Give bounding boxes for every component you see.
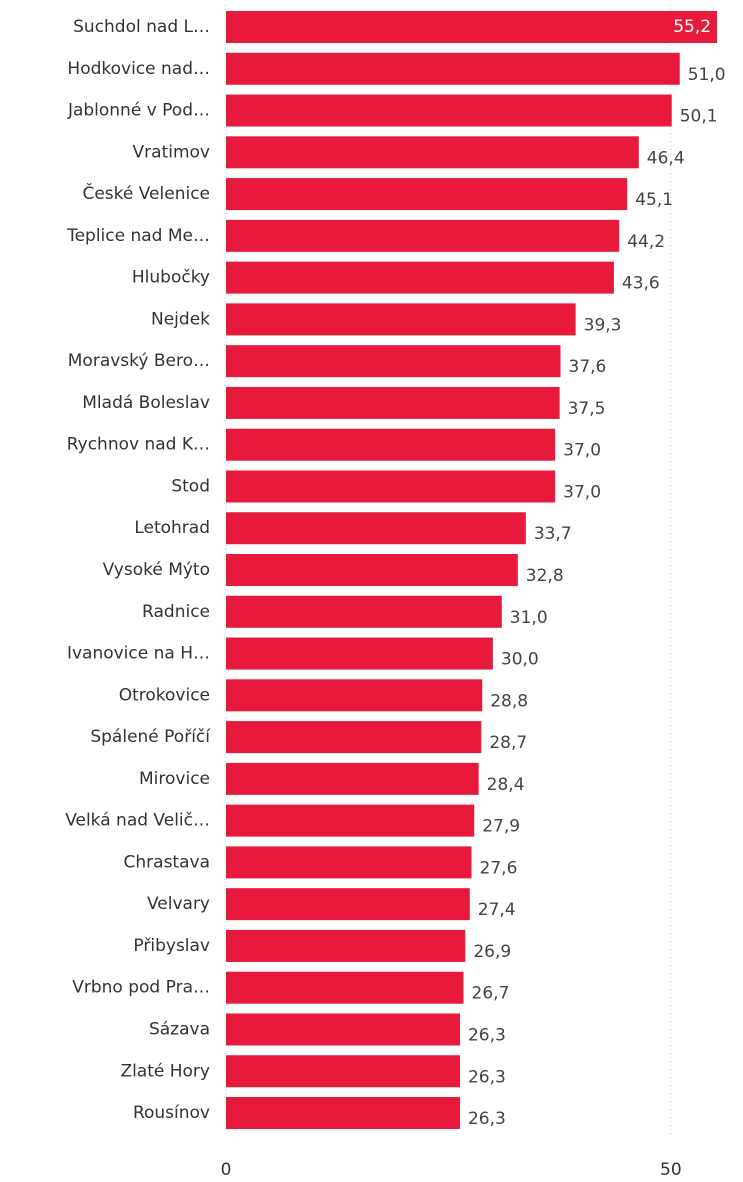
bar: [226, 1097, 460, 1130]
y-tick-label: Rychnov nad K…: [67, 435, 210, 455]
bar: [226, 721, 482, 754]
y-tick-label: Vrbno pod Pra…: [72, 978, 210, 998]
data-label: 27,4: [478, 900, 516, 920]
bar: [226, 261, 614, 294]
bar: [226, 219, 620, 252]
y-tick-label: Ivanovice na H…: [67, 644, 210, 664]
x-tick-label: 50: [660, 1160, 682, 1180]
data-label: 28,4: [487, 775, 525, 795]
data-label: 46,4: [647, 148, 685, 168]
bar: [226, 637, 493, 670]
bar: [226, 470, 556, 503]
y-tick-label: Otrokovice: [119, 685, 210, 705]
data-label: 37,5: [568, 399, 606, 419]
y-tick-label: Rousínov: [133, 1103, 210, 1123]
y-tick-label: Velvary: [147, 894, 210, 914]
bar: [226, 136, 639, 169]
y-tick-label: České Velenice: [82, 182, 210, 204]
data-label: 39,3: [584, 315, 622, 335]
data-label: 33,7: [534, 524, 572, 544]
bar: [226, 804, 475, 837]
data-label: 27,6: [480, 858, 518, 878]
bar: [226, 1055, 460, 1088]
bar: [226, 679, 483, 712]
bar: [226, 11, 718, 43]
data-label: 55,2: [673, 17, 711, 37]
data-label: 51,0: [688, 65, 726, 85]
bar: [226, 178, 628, 211]
y-tick-label: Přibyslav: [133, 936, 210, 956]
bar: [226, 303, 576, 336]
data-label: 45,1: [635, 190, 673, 210]
y-tick-label: Vysoké Mýto: [103, 560, 210, 580]
data-label: 26,7: [472, 984, 510, 1004]
data-label: 26,3: [468, 1067, 506, 1087]
bar: [226, 846, 472, 879]
bar: [226, 888, 470, 921]
x-tick-label: 0: [221, 1160, 232, 1180]
bar: [226, 512, 526, 545]
data-label: 37,0: [563, 441, 601, 461]
bar: [226, 386, 560, 419]
y-tick-label: Spálené Poříčí: [90, 727, 211, 747]
bar: [226, 428, 556, 461]
bar: [226, 971, 464, 1004]
data-label: 28,7: [489, 733, 527, 753]
bar: [226, 554, 518, 587]
bar: [226, 94, 672, 127]
data-label: 32,8: [526, 566, 564, 586]
y-tick-label: Radnice: [142, 602, 210, 622]
bar: [226, 929, 466, 962]
y-tick-label: Suchdol nad L…: [73, 17, 210, 37]
bar: [226, 345, 561, 378]
y-tick-label: Chrastava: [124, 852, 210, 872]
data-label: 28,8: [490, 691, 528, 711]
y-tick-label: Nejdek: [151, 309, 210, 329]
y-tick-label: Hlubočky: [132, 268, 210, 288]
data-label: 31,0: [510, 608, 548, 628]
y-tick-label: Mirovice: [139, 769, 210, 789]
bar: [226, 52, 680, 85]
data-label: 43,6: [622, 274, 660, 294]
y-tick-label: Jablonné v Pod…: [67, 101, 210, 121]
data-label: 44,2: [627, 232, 665, 252]
data-label: 37,0: [563, 482, 601, 502]
data-label: 30,0: [501, 650, 539, 670]
y-tick-label: Vratimov: [133, 142, 210, 162]
y-tick-label: Teplice nad Me…: [66, 226, 210, 246]
data-label: 37,6: [569, 357, 607, 377]
data-label: 26,3: [468, 1025, 506, 1045]
data-label: 26,3: [468, 1109, 506, 1129]
data-label: 50,1: [680, 107, 718, 127]
data-label: 27,9: [482, 817, 520, 837]
y-tick-label: Moravský Bero…: [68, 351, 210, 371]
bar: [226, 762, 479, 795]
y-tick-label: Stod: [171, 476, 210, 496]
y-tick-label: Velká nad Velič…: [65, 811, 210, 831]
y-tick-label: Zlaté Hory: [120, 1061, 210, 1081]
data-label: 26,9: [473, 942, 511, 962]
y-tick-label: Mladá Boleslav: [82, 393, 210, 413]
bar: [226, 595, 502, 628]
bar: [226, 1013, 460, 1046]
y-tick-label: Sázava: [149, 1019, 210, 1039]
y-tick-label: Hodkovice nad…: [67, 59, 210, 79]
y-tick-label: Letohrad: [134, 518, 210, 538]
